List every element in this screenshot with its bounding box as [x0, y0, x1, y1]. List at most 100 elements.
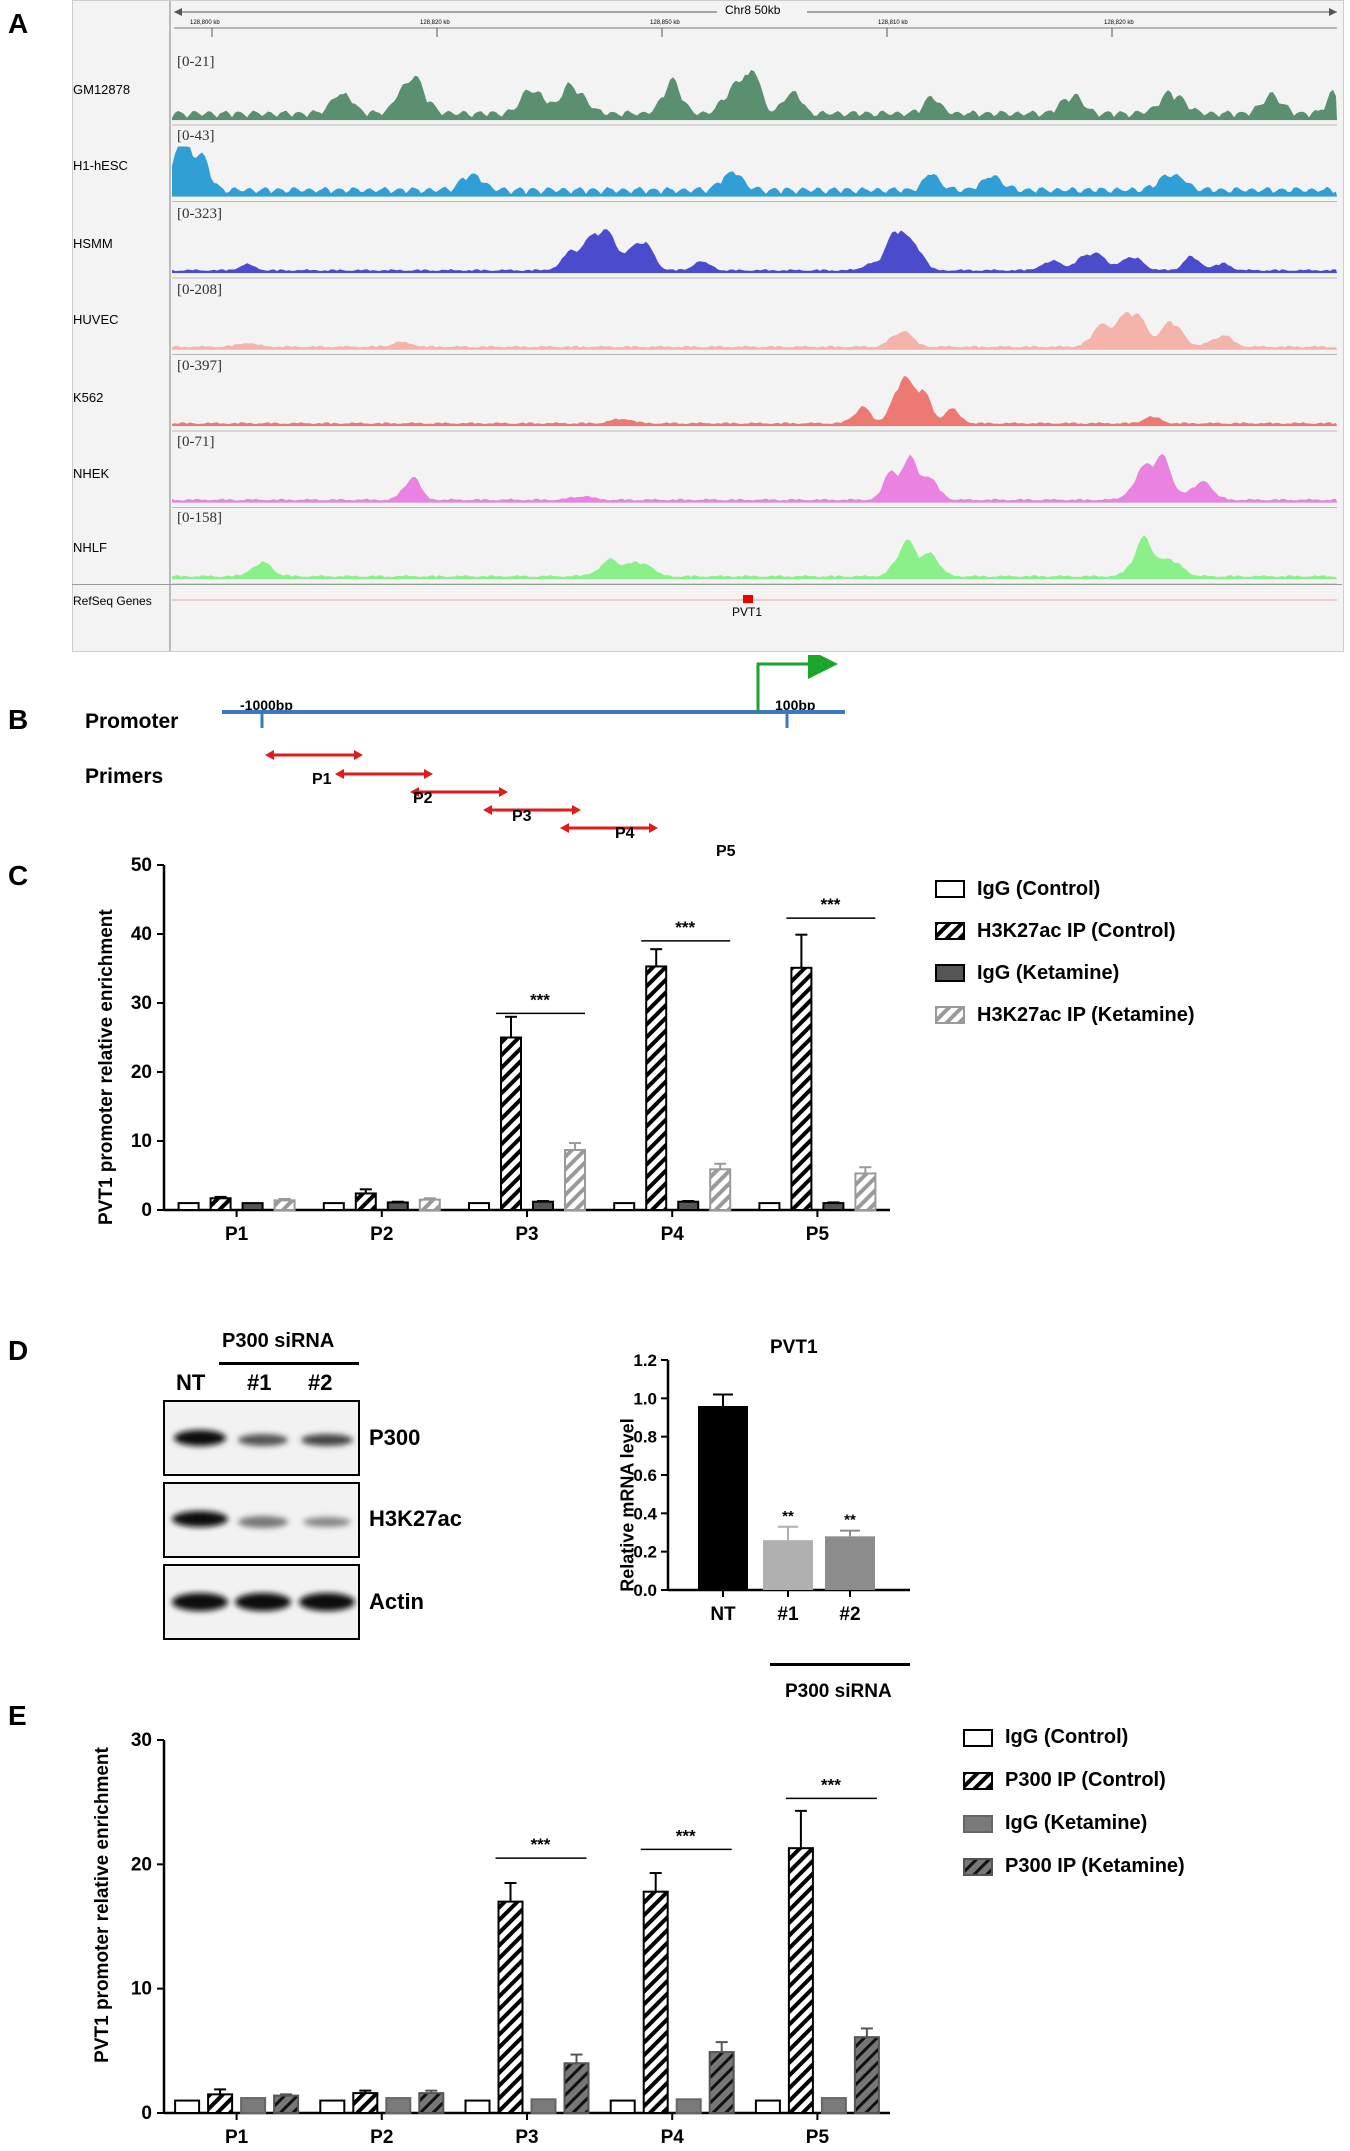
track-range-hsmm: [0-323]: [177, 206, 222, 222]
bar-p3-series-1: [464, 2099, 491, 2115]
track-range-gm12878: [0-21]: [177, 54, 215, 70]
bar-p4-series-2: [645, 965, 668, 1212]
bar-p5-series-4: [854, 1172, 877, 1211]
blot-header: P300 siRNA: [222, 1330, 335, 1352]
y-tick-label: 0.2: [633, 1543, 657, 1562]
bar-p1-series-4: [273, 2094, 300, 2114]
promoter-label: Promoter: [85, 710, 179, 733]
x-tick-label: P1: [225, 1224, 249, 1245]
chart-c: 0 10 20 30 40 50 P1 P2 P3 P4 P5 *** *** ***: [131, 855, 890, 1245]
bar-p3-series-3: [532, 1200, 554, 1212]
panel-letter-d: D: [8, 1335, 29, 1366]
legend-e-label-4: P300 IP (Ketamine): [1005, 1855, 1185, 1877]
bar-p4-series-1: [613, 1202, 636, 1212]
bar-p2-series-4: [418, 1198, 441, 1211]
y-tick-label: 30: [131, 1730, 152, 1751]
band-p300-2: [301, 1434, 353, 1446]
track-range-nhek: [0-71]: [177, 434, 215, 450]
bar-p3-series-3: [530, 2098, 557, 2114]
bar-p5-series-4: [853, 2036, 880, 2115]
y-tick-label: 20: [131, 1062, 152, 1083]
track-range-huvec: [0-208]: [177, 282, 222, 298]
legend-c-label-3: IgG (Ketamine): [977, 961, 1120, 984]
primers-label: Primers: [85, 765, 164, 788]
bar-p2-series-1: [319, 2099, 346, 2115]
track-label-gm12878: GM12878: [73, 82, 131, 97]
legend-c-label-1: IgG (Control): [977, 877, 1101, 900]
band-h3k27ac-2: [303, 1517, 351, 1527]
track-label-huvec: HUVEC: [73, 312, 119, 327]
ruler-tick-4: 128,810 kb: [878, 20, 908, 26]
chart-e-ylabel: PVT1 promoter relative enrichment: [92, 1747, 113, 2063]
bar-p2-series-2: [354, 1192, 377, 1212]
band-h3k27ac-1: [238, 1516, 288, 1528]
bar-p4-series-1: [609, 2099, 636, 2115]
promoter-end-label: 100bp: [775, 697, 816, 713]
promoter-start-label: -1000bp: [240, 697, 293, 713]
track-range-k562: [0-397]: [177, 358, 222, 374]
y-tick-label: 0.6: [633, 1466, 657, 1485]
promoter-diagram: [222, 655, 845, 833]
track-label-nhek: NHEK: [73, 466, 110, 481]
band-actin-nt: [172, 1593, 228, 1611]
primer-label-p5: P5: [716, 843, 736, 860]
band-p300-nt: [174, 1430, 226, 1446]
significance-label: ***: [820, 895, 840, 914]
chart-d-group-line: [770, 1663, 910, 1666]
significance-label: ***: [675, 918, 695, 937]
significance-label: **: [782, 1508, 794, 1525]
y-tick-label: 0: [141, 1200, 152, 1221]
signal-track-hsmm: [172, 229, 1337, 273]
bar-nt: [698, 1406, 748, 1590]
band-p300-1: [238, 1434, 288, 1446]
panel-letter-b: B: [8, 704, 29, 735]
x-tick-label: P3: [515, 1224, 538, 1245]
bar-p4-series-3: [677, 1200, 700, 1212]
bar-p3-series-1: [468, 1202, 490, 1212]
x-tick-label: P5: [806, 1224, 830, 1245]
ruler-tick-3: 128,850 kb: [650, 20, 680, 26]
x-tick-label: P5: [806, 2127, 830, 2148]
y-tick-label: 40: [131, 924, 152, 945]
bar-sirna-1: [763, 1540, 813, 1590]
y-tick-label: 10: [131, 1131, 152, 1152]
y-tick-label: 0.8: [633, 1428, 657, 1447]
bar-p1-series-3: [240, 2097, 267, 2114]
chart-e: 0 10 20 30 P1 P2 P3 P4 P5 *** *** ***: [131, 1730, 890, 2148]
signal-track-nhek: [172, 454, 1337, 503]
x-tick-label: P4: [661, 1224, 685, 1245]
y-tick-label: 1.2: [633, 1351, 657, 1370]
x-tick-label: P2: [370, 2127, 393, 2148]
legend-c-swatch-h3k27ac-control: [935, 922, 965, 940]
band-label-p300: P300: [369, 1425, 421, 1450]
x-tick-label: #2: [839, 1604, 860, 1625]
lane-label-2: #2: [308, 1370, 333, 1395]
x-tick-label: P2: [370, 1224, 393, 1245]
legend-e-swatch-p300-ketamine: [963, 1857, 993, 1876]
legend-c-label-4: H3K27ac IP (Ketamine): [977, 1003, 1195, 1026]
bar-p2-series-2: [352, 2092, 379, 2114]
x-tick-label: NT: [710, 1604, 736, 1625]
track-label-k562: K562: [73, 390, 104, 405]
significance-label: ***: [821, 1775, 841, 1794]
legend-c-swatch-h3k27ac-ketamine: [935, 1006, 965, 1024]
bar-p5-series-3: [820, 2097, 847, 2114]
locus-label: Chr8 50kb: [725, 3, 781, 17]
bar-p5-series-1: [758, 1202, 781, 1212]
significance-label: ***: [676, 1826, 696, 1845]
significance-label: ***: [530, 990, 550, 1009]
lane-label-nt: NT: [176, 1370, 206, 1395]
bar-p4-series-2: [642, 1890, 669, 2114]
blot-header-line: [219, 1362, 359, 1365]
chart-d-group-label: P300 siRNA: [785, 1681, 892, 1702]
chart-d-title: PVT1: [770, 1337, 818, 1358]
signal-track-huvec: [172, 311, 1337, 350]
western-blot: [163, 1400, 360, 1640]
locus-ruler: [174, 3, 1337, 37]
ruler-tick-2: 128,820 kb: [420, 20, 450, 26]
panel-letter-e: E: [8, 1700, 27, 1731]
y-tick-label: 30: [131, 993, 152, 1014]
bar-p2-series-4: [418, 2092, 445, 2114]
bar-p2-series-1: [322, 1202, 345, 1212]
band-h3k27ac-nt: [172, 1511, 228, 1527]
